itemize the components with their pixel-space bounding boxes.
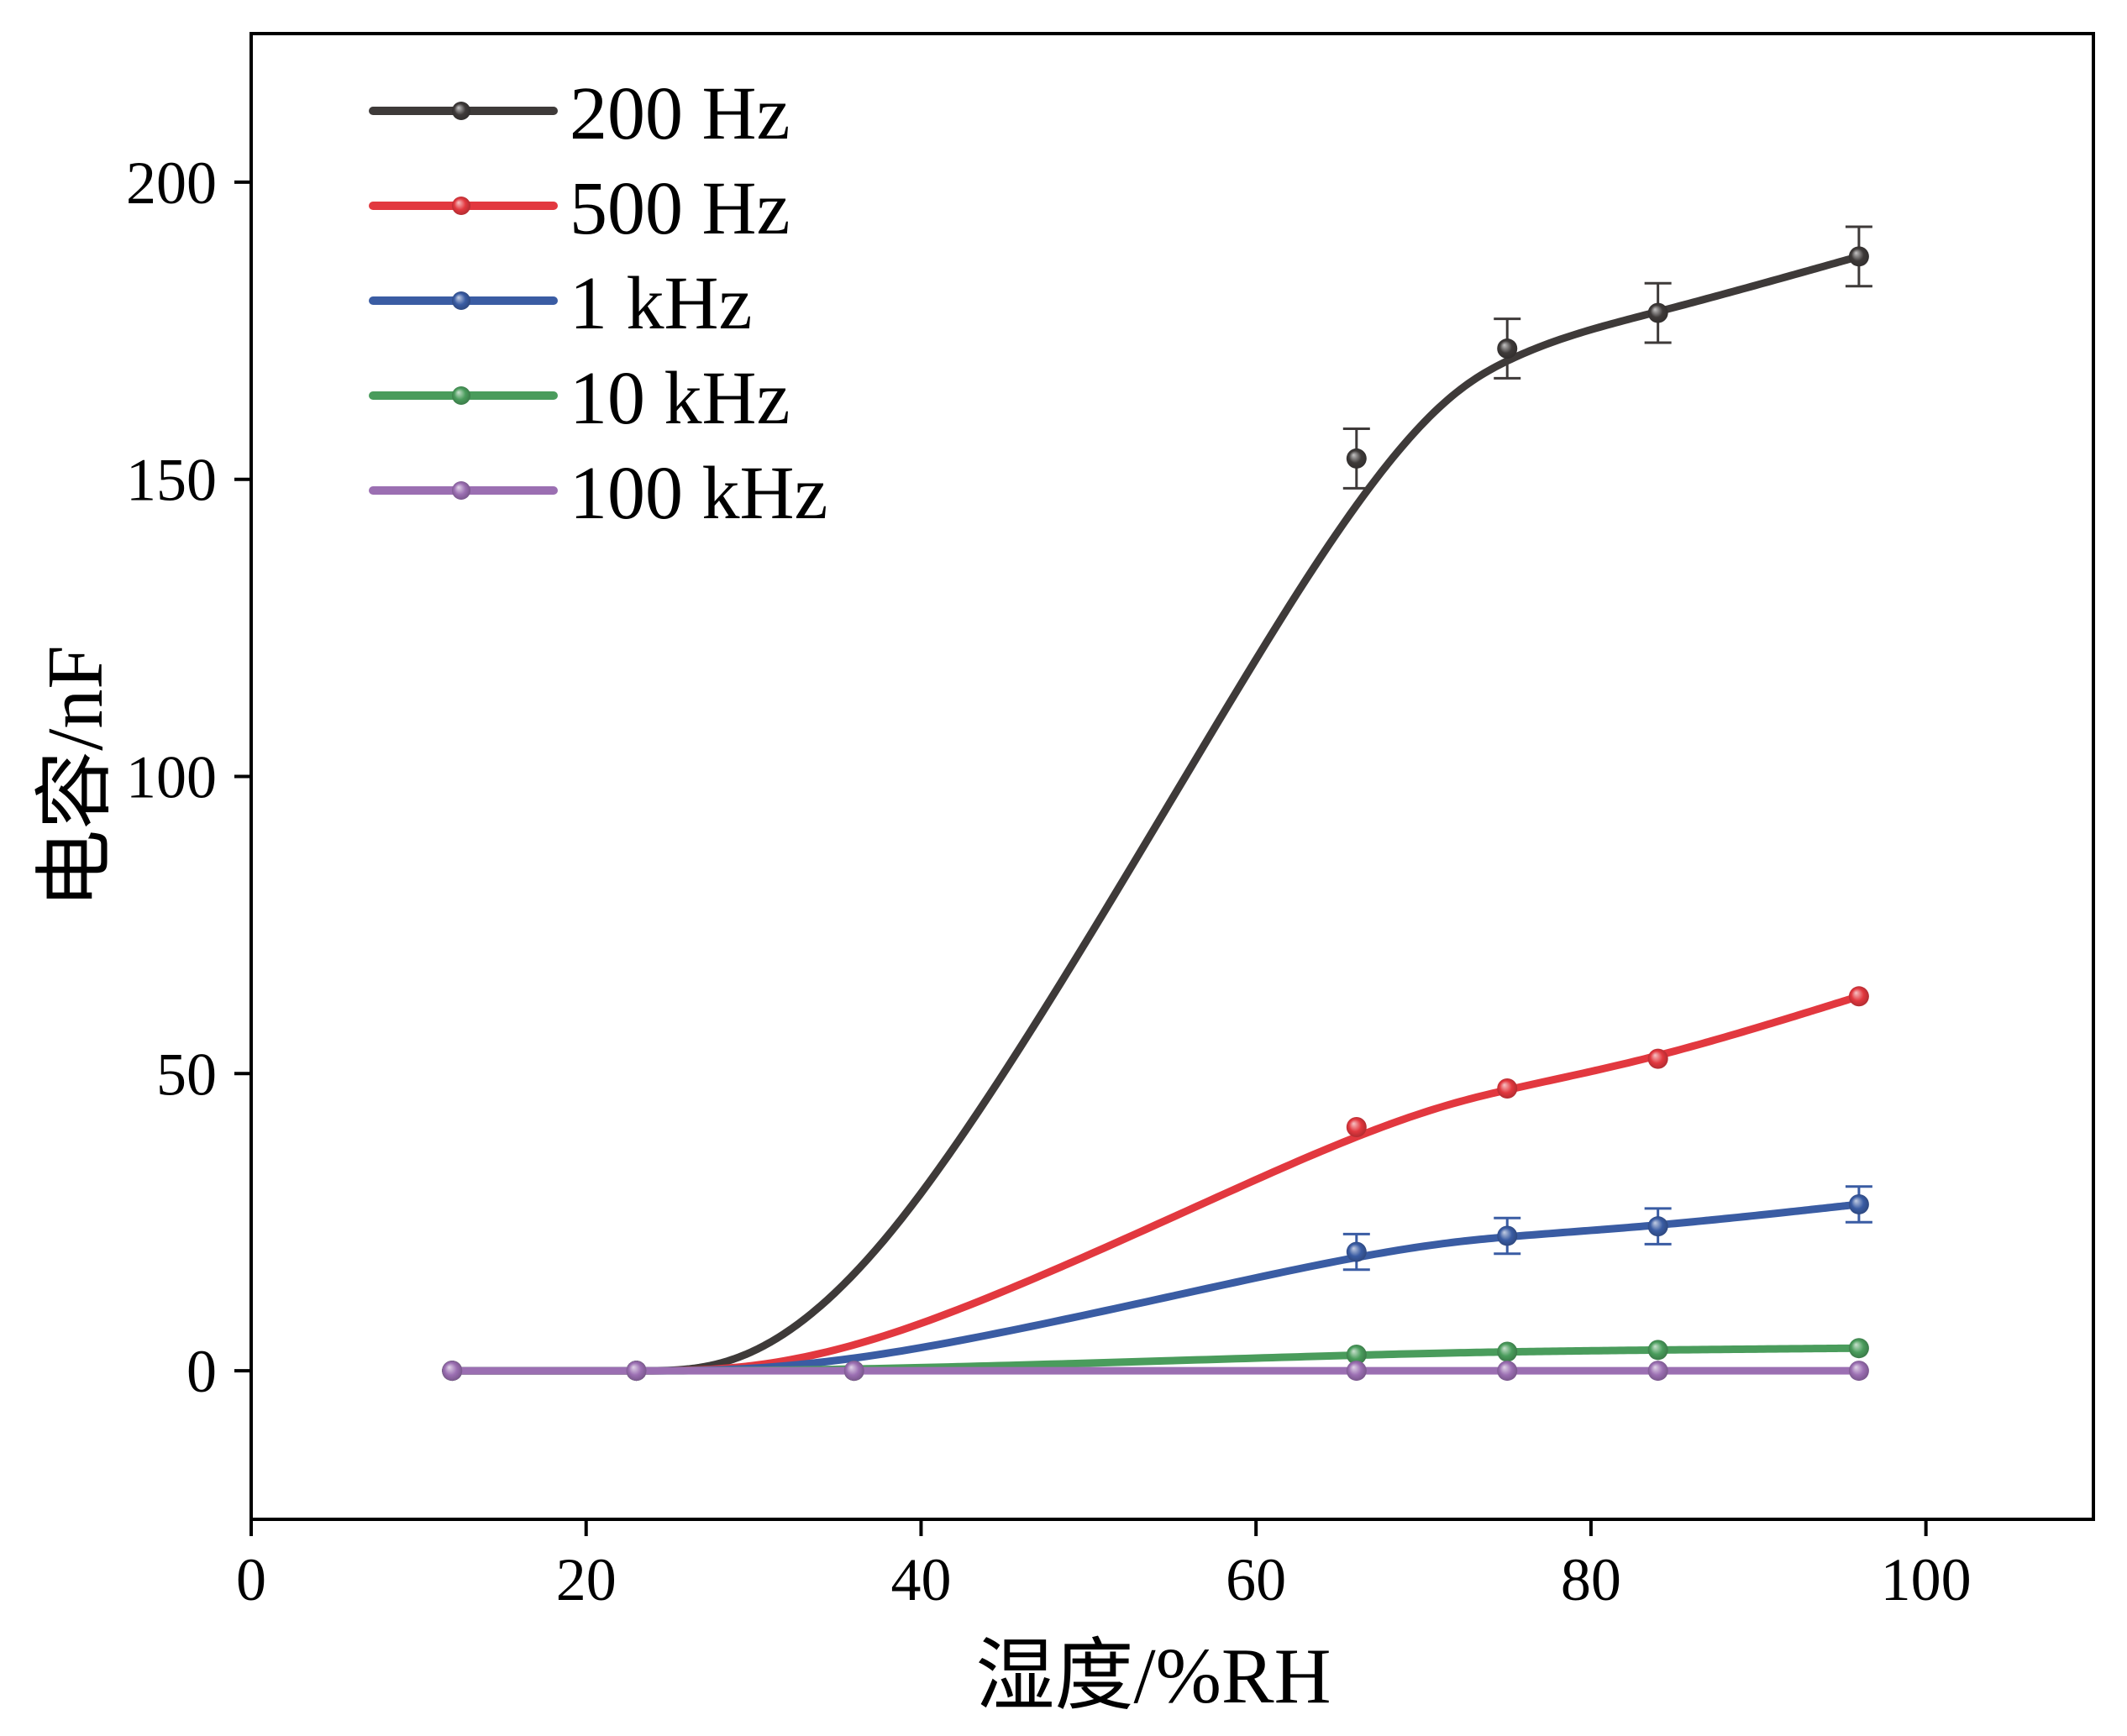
point-200-hz-6 — [1848, 246, 1869, 267]
y-axis: 0 50 100 150 200 — [126, 149, 251, 1405]
point-100-khz-0 — [442, 1361, 463, 1382]
point-200-hz-3 — [1346, 448, 1367, 469]
point-1-khz-3 — [1346, 1241, 1367, 1262]
point-100-khz-6 — [1848, 1361, 1869, 1382]
legend: 200 Hz 500 Hz 1 kHz 10 kHz 100 kHz — [369, 72, 827, 535]
point-1-khz-5 — [1647, 1216, 1668, 1237]
point-1-khz-4 — [1497, 1225, 1518, 1246]
x-tick-label-100: 100 — [1881, 1546, 1972, 1613]
point-100-khz-1 — [626, 1361, 647, 1382]
point-10-khz-6 — [1848, 1338, 1869, 1359]
legend-marker-1-khz — [452, 291, 470, 310]
point-500-hz-5 — [1647, 1048, 1668, 1069]
point-100-khz-5 — [1647, 1361, 1668, 1382]
y-tick-label-100: 100 — [126, 744, 217, 811]
legend-label-1-khz: 1 kHz — [570, 262, 752, 345]
point-100-khz-4 — [1497, 1361, 1518, 1382]
legend-label-500-hz: 500 Hz — [570, 167, 790, 250]
point-100-khz-3 — [1346, 1361, 1367, 1382]
y-axis-title: 电容/nF — [32, 645, 119, 908]
y-tick-label-150: 150 — [126, 447, 217, 514]
legend-item-500-hz: 500 Hz — [369, 167, 790, 250]
x-tick-label-40: 40 — [890, 1546, 951, 1613]
series-layer — [442, 225, 1872, 1382]
point-500-hz-4 — [1497, 1078, 1518, 1099]
x-axis: 0 20 40 60 80 100 — [236, 1519, 1972, 1613]
legend-marker-100-khz — [452, 481, 470, 500]
legend-label-10-khz: 10 kHz — [570, 357, 790, 440]
point-1-khz-6 — [1848, 1193, 1869, 1214]
legend-item-100-khz: 100 kHz — [369, 452, 827, 535]
legend-marker-500-hz — [452, 197, 470, 215]
series-500-hz — [442, 986, 1869, 1382]
line-500-hz — [448, 992, 1863, 1375]
y-tick-label-50: 50 — [156, 1041, 217, 1108]
legend-label-200-hz: 200 Hz — [570, 72, 790, 155]
point-10-khz-5 — [1647, 1340, 1668, 1361]
x-tick-label-80: 80 — [1561, 1546, 1621, 1613]
legend-item-200-hz: 200 Hz — [369, 72, 790, 155]
legend-item-10-khz: 10 kHz — [369, 357, 790, 440]
legend-marker-200-hz — [452, 102, 470, 120]
x-tick-label-0: 0 — [236, 1546, 266, 1613]
x-axis-title: 湿度/%RH — [975, 1633, 1331, 1720]
point-10-khz-4 — [1497, 1341, 1518, 1362]
x-tick-label-20: 20 — [556, 1546, 617, 1613]
legend-marker-10-khz — [452, 386, 470, 405]
point-200-hz-4 — [1497, 338, 1518, 359]
legend-label-100-khz: 100 kHz — [570, 452, 827, 535]
y-tick-label-200: 200 — [126, 149, 217, 217]
point-500-hz-6 — [1848, 986, 1869, 1007]
series-100-khz — [442, 1361, 1869, 1382]
line-1-khz — [448, 1200, 1863, 1375]
legend-item-1-khz: 1 kHz — [369, 262, 752, 345]
point-200-hz-5 — [1647, 302, 1668, 323]
y-tick-label-0: 0 — [186, 1338, 217, 1405]
point-10-khz-3 — [1346, 1344, 1367, 1365]
x-tick-label-60: 60 — [1226, 1546, 1286, 1613]
point-500-hz-3 — [1346, 1116, 1367, 1137]
point-100-khz-2 — [843, 1361, 864, 1382]
